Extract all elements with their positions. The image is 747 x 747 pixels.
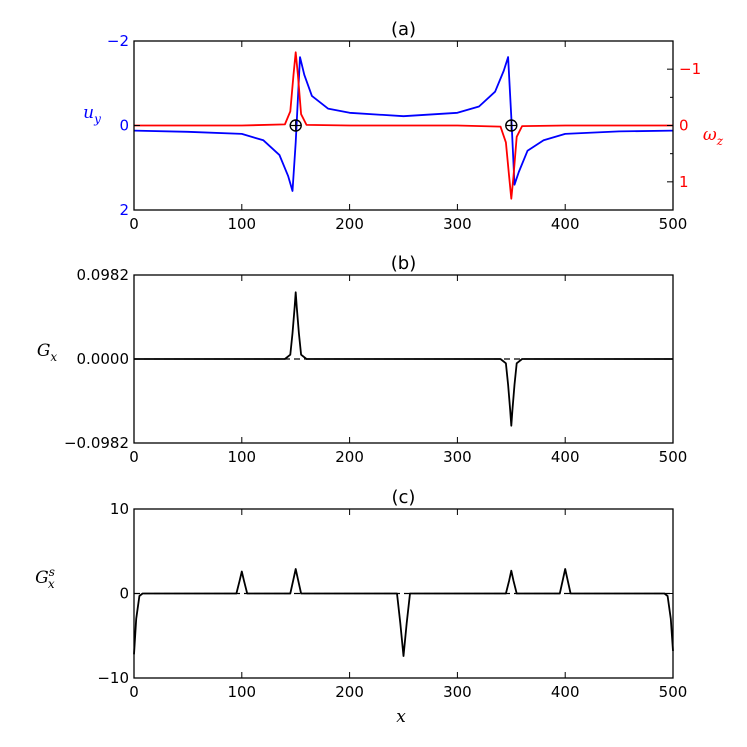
panel-title: (c) — [392, 487, 416, 508]
series-line-0 — [133, 56, 674, 192]
x-tick-label: 200 — [335, 215, 364, 233]
y-axis-label-gx: Gx — [37, 341, 58, 364]
x-tick-label: 200 — [335, 683, 364, 701]
y2-tick-label: 1 — [679, 173, 689, 191]
x-tick-label: 500 — [659, 683, 688, 701]
x-tick-label: 300 — [443, 215, 472, 233]
x-tick-label: 0 — [129, 683, 139, 701]
x-tick-label: 400 — [551, 215, 580, 233]
x-tick-label: 300 — [443, 683, 472, 701]
x-tick-label: 300 — [443, 448, 472, 466]
zero-crossing-marker — [505, 119, 518, 132]
x-tick-label: 100 — [227, 215, 256, 233]
panel-title: (b) — [391, 253, 416, 274]
x-tick-label: 0 — [129, 215, 139, 233]
x-tick-label: 500 — [659, 215, 688, 233]
series-line-0 — [134, 291, 673, 427]
y-axis-label-gxs: Gs x — [35, 565, 55, 591]
series-line-0 — [133, 568, 674, 657]
y-tick-label: −0.0982 — [64, 434, 129, 452]
x-tick-label: 100 — [227, 448, 256, 466]
x-tick-label: 0 — [129, 448, 139, 466]
y-tick-label: −2 — [107, 32, 129, 50]
x-axis-label: x — [396, 707, 406, 727]
y2-tick-label: −1 — [679, 60, 701, 78]
y-tick-label: 10 — [110, 500, 129, 518]
x-tick-label: 400 — [551, 448, 580, 466]
x-tick-label: 500 — [659, 448, 688, 466]
series-line-1 — [134, 51, 673, 200]
zero-crossing-marker — [289, 119, 302, 132]
y-tick-label: 0 — [119, 117, 129, 135]
y2-tick-label: 0 — [679, 117, 689, 135]
y-tick-label: 2 — [119, 201, 129, 219]
x-tick-label: 200 — [335, 448, 364, 466]
x-tick-label: 400 — [551, 683, 580, 701]
y-tick-label: −10 — [97, 669, 129, 687]
y-tick-label: 0 — [119, 585, 129, 603]
y-tick-label: 0.0000 — [77, 350, 130, 368]
panel-title: (a) — [391, 19, 416, 40]
x-axis-label-group: x — [396, 707, 406, 727]
y-axis-label-uy: uy — [83, 103, 101, 126]
panel-b: (b) 0 100 200 300 400 500 0.0982 0.0000 −0.0982 Gx — [37, 253, 688, 466]
x-tick-label: 100 — [227, 683, 256, 701]
y-tick-label: 0.0982 — [77, 266, 130, 284]
y2-axis-label-omegaz: ωz — [703, 125, 724, 148]
